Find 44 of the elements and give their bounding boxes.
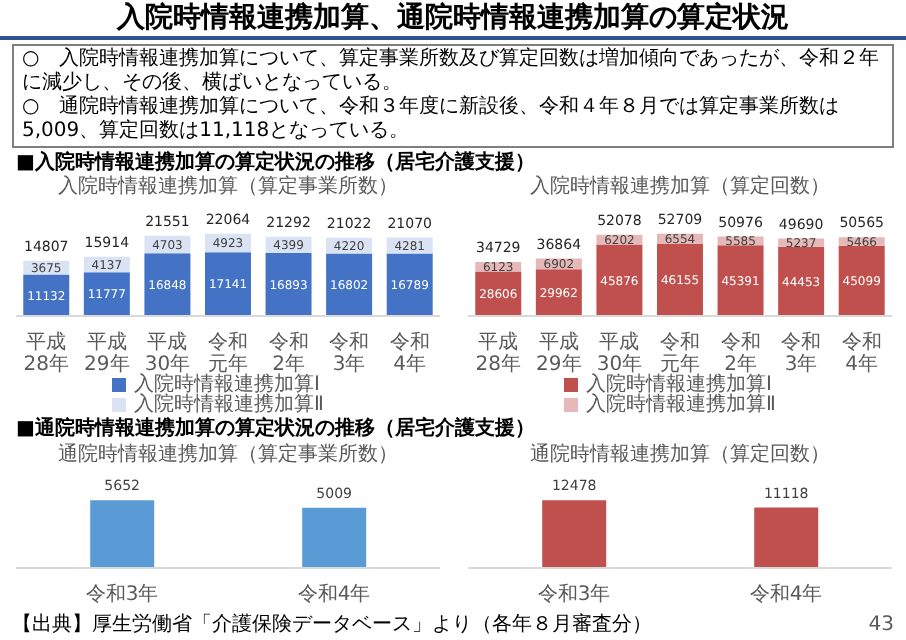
x-tick-label: 令和4年	[749, 582, 823, 606]
x-tick-label: 令和元年	[208, 330, 248, 376]
x-tick-label: 平成28年	[475, 330, 522, 376]
x-tick-label: 令和4年	[297, 582, 371, 606]
bar	[717, 245, 764, 316]
bar	[778, 246, 825, 316]
x-tick-label: 令和4年	[389, 330, 430, 376]
bar	[838, 245, 885, 316]
text: 43	[868, 614, 894, 638]
x-tick-label: 平成29年	[536, 330, 582, 376]
legend-label: 入院時情報連携加算Ⅱ	[134, 394, 324, 416]
chart-subtitle: ■入院時情報連携加算の算定状況の推移（居宅介護支援）	[16, 152, 535, 175]
bar	[596, 244, 643, 316]
x-tick-label: 令和3年	[85, 582, 159, 606]
bar	[144, 253, 191, 316]
x-tick-label: 令和2年	[720, 330, 761, 376]
bar	[386, 253, 433, 316]
chart-title: 通院時情報連携加算（算定事業所数）	[56, 444, 400, 468]
text: 入院時情報連携加算、通院時情報連携加算の算定状況	[0, 0, 906, 40]
chart-subtitle: ■通院時情報連携加算の算定状況の推移（居宅介護支援）	[16, 418, 535, 442]
x-tick-label: 令和元年	[660, 330, 700, 376]
legend-label: 入院時情報連携加算Ⅱ	[586, 394, 776, 416]
text: ○ 通院時情報連携加算について、令和３年度に新設後、令和４年８月では算定事業所数は5,009、算定回数は11,118となっている。	[22, 96, 842, 144]
chart-title: 入院時情報連携加算（算定事業所数）	[56, 176, 400, 200]
x-tick-label: 平成30年	[596, 330, 643, 376]
bar	[265, 253, 312, 316]
x-tick-label: 令和2年	[268, 330, 309, 376]
text: 【出典】厚生労働省「介護保険データベース」より（各年８月審査分）	[12, 614, 652, 638]
chart-title: 入院時情報連携加算（算定回数）	[528, 176, 832, 200]
x-tick-label: 令和3年	[537, 582, 611, 606]
bar	[326, 253, 373, 316]
bar	[83, 272, 130, 316]
x-tick-label: 平成30年	[144, 330, 191, 376]
chart-title: 通院時情報連携加算（算定回数）	[528, 444, 832, 468]
bar	[656, 244, 703, 316]
x-tick-label: 令和3年	[329, 330, 370, 376]
bar	[204, 252, 251, 316]
x-tick-label: 令和4年	[841, 330, 882, 376]
text: ○ 入院時情報連携加算について、算定事業所数及び算定回数は増加傾向であったが、令和２年に減少し、その後、横ばいとなっている。	[22, 48, 882, 95]
x-tick-label: 平成28年	[23, 330, 70, 376]
x-tick-label: 平成29年	[84, 330, 130, 376]
legend-label: 入院時情報連携加算Ⅰ	[586, 374, 772, 396]
legend-label: 入院時情報連携加算Ⅰ	[134, 374, 320, 396]
x-tick-label: 令和3年	[781, 330, 822, 376]
